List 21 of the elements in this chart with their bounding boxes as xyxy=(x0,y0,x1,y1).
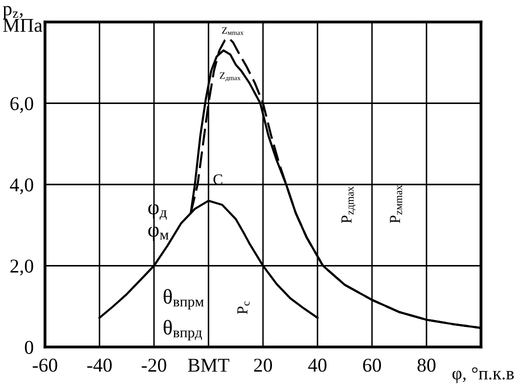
x-tick-label: 60 xyxy=(363,358,381,372)
y-tick-label: 6,0 xyxy=(10,97,34,113)
annotation: P$_{zдmax}$ xyxy=(341,186,356,224)
y-tick-label: 2,0 xyxy=(10,260,34,276)
x-tick-label: ВМТ xyxy=(188,358,230,372)
annotation: P$_{zмmax}$ xyxy=(390,185,402,224)
x-axis-title: φ, °п.к.в xyxy=(452,367,514,384)
annotation: θ$_{впрм}$ xyxy=(164,289,204,310)
x-tick-label: -60 xyxy=(32,358,58,372)
y-tick-label: 0 xyxy=(24,340,34,354)
x-tick-label: -40 xyxy=(87,358,112,372)
x-tick-label: 20 xyxy=(254,358,272,372)
x-tick-label: 40 xyxy=(308,358,326,372)
x-tick-label: -20 xyxy=(142,358,166,372)
y-axis-title: p$_{z}$, МПа xyxy=(2,6,42,32)
annotation: P$_{c}$ xyxy=(237,301,250,314)
annotation: Z$_{дmax}$ xyxy=(220,72,241,82)
y-tick-label: 4,0 xyxy=(10,178,34,194)
annotation: θ$_{впрд}$ xyxy=(164,320,202,340)
x-tick-label: 80 xyxy=(418,358,436,372)
annotation: Z$_{мmax}$ xyxy=(222,27,244,35)
